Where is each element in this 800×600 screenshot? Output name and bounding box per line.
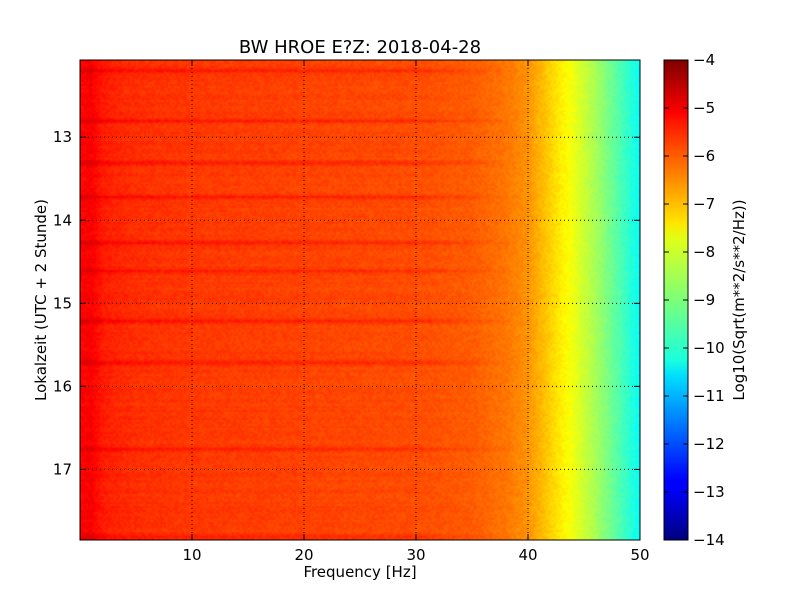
colorbar-tick-label: −7 [693,195,715,213]
heatmap-image [80,60,640,540]
colorbar-tick-label: −12 [693,435,725,453]
colorbar-tick-label: −14 [693,531,725,549]
x-tick-label: 20 [294,546,313,564]
colorbar-tick-label: −4 [693,51,715,69]
y-tick-label: 13 [53,128,72,146]
x-tick-label: 40 [518,546,537,564]
x-axis-ticks: 10 20 30 40 50 [182,60,650,564]
colorbar-tick-label: −8 [693,243,715,261]
colorbar-tick-label: −13 [693,483,725,501]
plot-area: 10 20 30 40 50 13 14 15 16 17 [53,59,650,564]
colorbar-tick-label: −11 [693,387,725,405]
y-tick-label: 15 [53,294,72,312]
x-tick-label: 30 [406,546,425,564]
x-axis-label: Frequency [Hz] [303,563,416,581]
colorbar: −4 −5 −6 −7 −8 −9 −10 −11 −12 −13 −14 Log10(Sqrt(m… [663,51,748,549]
x-tick-label: 50 [630,546,649,564]
chart-title: BW HROE E?Z: 2018-04-28 [239,37,481,58]
plot-frame [79,59,641,541]
y-tick-label: 17 [53,460,72,478]
colorbar-tick-label: −9 [693,291,715,309]
colorbar-label: Log10(Sqrt(m**2/s**2/Hz)) [730,199,748,400]
colorbar-tick-label: −10 [693,339,725,357]
grid-lines [80,60,640,540]
y-tick-label: 14 [53,211,72,229]
y-axis-label: Lokalzeit (UTC + 2 Stunde) [32,199,50,401]
colorbar-tick-label: −5 [693,99,715,117]
y-axis-ticks: 13 14 15 16 17 [53,128,640,478]
y-tick-label: 16 [53,377,72,395]
colorbar-ticks: −4 −5 −6 −7 −8 −9 −10 −11 −12 −13 −14 [664,51,725,549]
colorbar-tick-label: −6 [693,147,715,165]
x-tick-label: 10 [182,546,201,564]
